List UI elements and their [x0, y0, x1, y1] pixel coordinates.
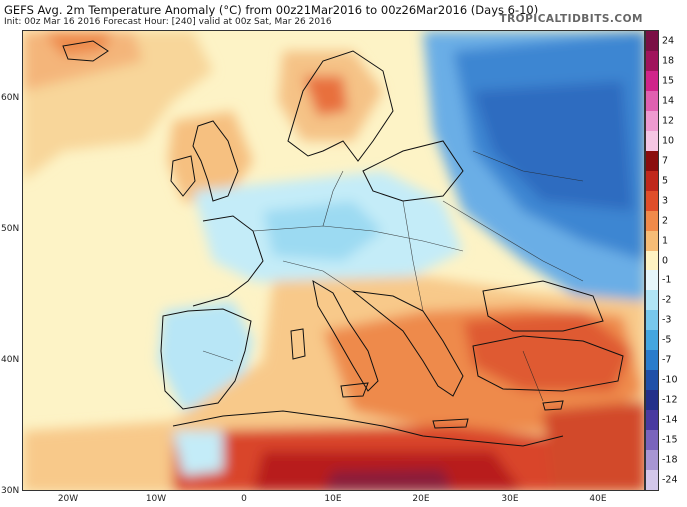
- field-sahara-hottest: [323, 469, 453, 490]
- colorbar-label: 0: [662, 255, 669, 266]
- colorbar-label: 14: [662, 95, 675, 107]
- anomaly-map: [22, 30, 645, 491]
- lat-label-60n: 60N: [1, 93, 20, 103]
- colorbar-cell: [646, 50, 658, 72]
- lat-label-50n: 50N: [1, 224, 20, 234]
- colorbar-cell: [646, 90, 658, 112]
- colorbar-label: -3: [662, 314, 672, 326]
- colorbar-label: 7: [662, 155, 669, 167]
- border-a: [252, 225, 464, 252]
- border-e: [472, 150, 584, 182]
- lon-label-10e: 10E: [324, 494, 342, 504]
- map-title: GEFS Avg. 2m Temperature Anomaly (°C) fr…: [4, 3, 539, 17]
- coast-iberia: [160, 308, 252, 410]
- colorbar-cell: [646, 290, 658, 311]
- colorbar-label: -10: [662, 374, 678, 386]
- lon-label-30e: 30E: [501, 494, 519, 504]
- coast-iceland: [62, 40, 109, 62]
- colorbar-cell: [646, 350, 658, 371]
- lon-label-0: 0: [241, 494, 247, 504]
- colorbar-cell: [646, 230, 658, 252]
- colorbar-cell: [646, 70, 658, 92]
- lat-label-40n: 40N: [1, 355, 20, 365]
- colorbar-cell: [646, 470, 658, 491]
- coast-cyprus: [542, 400, 564, 411]
- colorbar-cell: [646, 330, 658, 351]
- field-morocco-cool: [173, 431, 223, 476]
- lon-label-20e: 20E: [412, 494, 430, 504]
- colorbar-cell: [646, 170, 658, 192]
- colorbar-label: 18: [662, 55, 675, 67]
- coast-sardinia: [290, 328, 306, 360]
- field-british-warm: [168, 111, 253, 206]
- colorbar-cell: [646, 370, 658, 391]
- colorbar-label: -14: [662, 414, 678, 426]
- colorbar-cell: [646, 130, 658, 152]
- field-turkey-hot: [463, 311, 633, 391]
- anomaly-field: [23, 31, 644, 490]
- coast-black-sea: [482, 280, 604, 332]
- field-russia-coldest: [473, 81, 633, 211]
- colorbar-cell: [646, 410, 658, 431]
- border-h: [202, 350, 234, 362]
- colorbar-cell: [646, 150, 658, 172]
- coast-italy: [312, 279, 379, 392]
- colorbar: [645, 30, 659, 491]
- border-b: [282, 260, 354, 292]
- colorbar-cell: [646, 250, 658, 271]
- coast-baltic: [362, 140, 464, 202]
- colorbar-cell: [646, 31, 658, 52]
- colorbar-label: -1: [662, 274, 672, 286]
- colorbar-label: 15: [662, 75, 675, 87]
- coast-turkey: [472, 335, 624, 392]
- border-g: [522, 350, 544, 402]
- field-atlantic-warm2: [23, 31, 143, 91]
- border-f: [322, 170, 344, 227]
- colorbar-cell: [646, 210, 658, 232]
- init-info: Init: 00z Mar 16 2016 Forecast Hour: [24…: [4, 17, 332, 27]
- colorbar-label: 10: [662, 135, 675, 147]
- lon-label-40e: 40E: [589, 494, 607, 504]
- coast-crete: [432, 418, 469, 429]
- colorbar-label: -24: [662, 474, 678, 486]
- colorbar-label: 1: [662, 235, 669, 247]
- colorbar-cell: [646, 390, 658, 411]
- colorbar-label: 12: [662, 115, 675, 127]
- colorbar-label: -18: [662, 454, 678, 466]
- colorbar-label: 24: [662, 35, 675, 47]
- colorbar-cell: [646, 190, 658, 212]
- lon-label-10w: 10W: [145, 494, 167, 504]
- colorbar-label: -5: [662, 334, 672, 346]
- colorbar-cell: [646, 110, 658, 132]
- coast-sicily: [340, 382, 369, 398]
- lon-label-20w: 20W: [57, 494, 79, 504]
- lat-label-30n: 30N: [1, 486, 20, 496]
- brand-watermark: TROPICALTIDBITS.COM: [499, 13, 643, 25]
- colorbar-label: -15: [662, 434, 678, 446]
- colorbar-cell: [646, 310, 658, 331]
- border-c: [402, 200, 424, 312]
- colorbar-label: -12: [662, 394, 678, 406]
- colorbar-label: 5: [662, 175, 669, 187]
- border-d: [442, 200, 584, 282]
- colorbar-label: 2: [662, 215, 669, 227]
- colorbar-label: -7: [662, 354, 672, 366]
- colorbar-cell: [646, 450, 658, 471]
- colorbar-label: -2: [662, 294, 672, 306]
- coast-western-europe: [192, 215, 264, 307]
- colorbar-cell: [646, 270, 658, 291]
- coast-british-isles: [192, 120, 239, 202]
- coast-north-africa: [172, 410, 564, 447]
- field-mideast-hot: [543, 401, 644, 490]
- field-norway-hot: [303, 76, 348, 116]
- coast-ireland: [170, 155, 196, 197]
- field-europe-cool-mid: [263, 201, 383, 261]
- colorbar-cell: [646, 430, 658, 451]
- colorbar-label: 3: [662, 195, 669, 207]
- coast-scandinavia: [287, 50, 394, 162]
- coast-balkans: [351, 290, 464, 397]
